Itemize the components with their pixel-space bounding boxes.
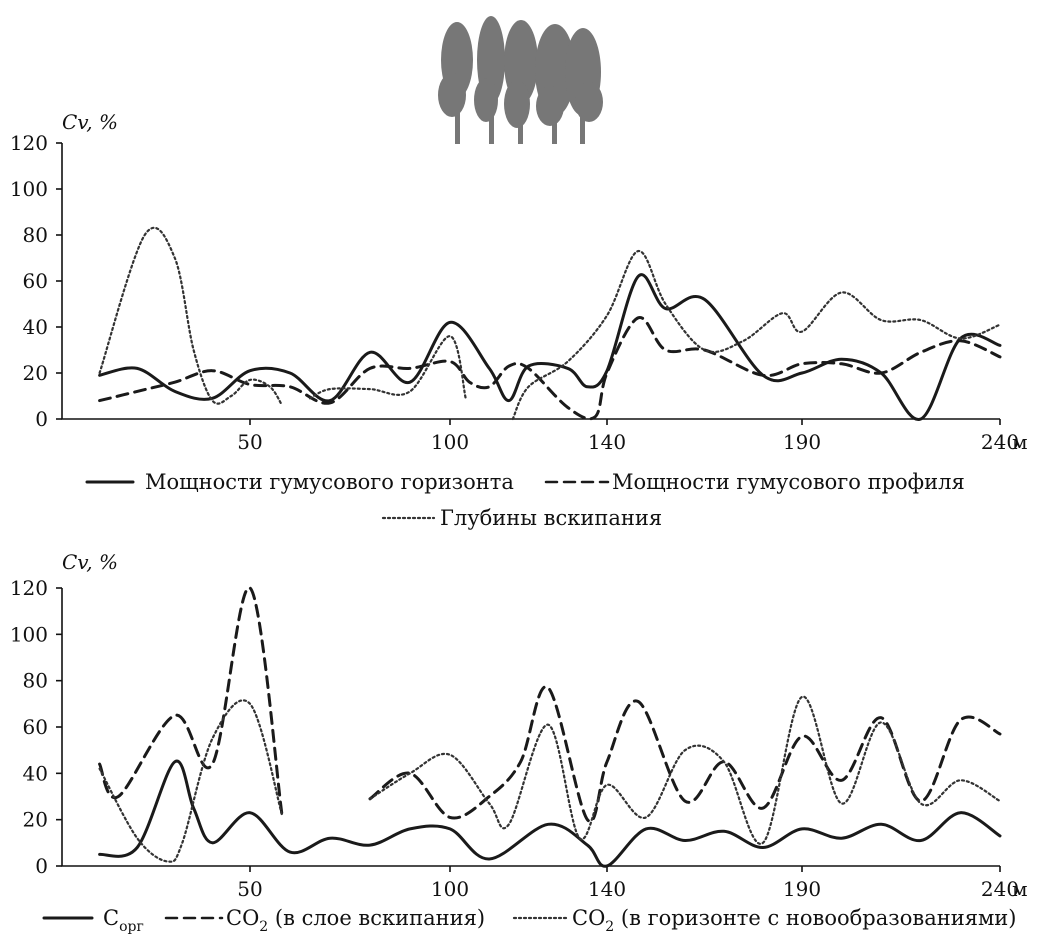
chart-1-x-ticks: 50 100 140 190 240 [237, 419, 1019, 454]
chart-1-series-dotted-line [511, 250, 1002, 421]
legend-1-item-3: Глубины вскипания [440, 506, 662, 530]
chart-1-series-dotted-line [308, 335, 467, 400]
chart-2-y-ticks: 0 20 40 60 80 100 120 [10, 576, 62, 878]
chart-1-y-unit: Cv, % [62, 110, 118, 134]
legend-2-item-3: CO2 (в горизонте с новообразованиями) [572, 906, 1016, 935]
legend-2-item-1: Cорг [103, 906, 144, 935]
chart-1-legend: Мощности гумусового горизонта Мощности г… [85, 470, 965, 530]
chart-2-series-solid-line [98, 759, 1002, 868]
y-tick-label: 0 [35, 854, 48, 878]
chart-2-y-unit: Cv, % [62, 550, 118, 574]
y-tick-label: 60 [23, 269, 48, 293]
chart-2-series-dashed-line [368, 685, 1002, 824]
x-tick-label: 190 [783, 430, 821, 454]
chart-1-axes [61, 143, 1000, 420]
chart-1-series [98, 226, 1002, 421]
chart-2-series-dotted-line [368, 695, 1002, 845]
y-tick-label: 80 [23, 669, 48, 693]
chart-2-series-dashed-line [98, 586, 284, 817]
x-tick-label: 100 [431, 430, 469, 454]
chart-1-series-dashed-line [98, 316, 1002, 421]
x-tick-label: 190 [783, 877, 821, 901]
chart-1-series-solid-line [98, 273, 1002, 421]
tree-cluster-icon [438, 16, 603, 144]
y-tick-label: 20 [23, 361, 48, 385]
x-tick-label: 240 [981, 430, 1019, 454]
x-tick-label: 140 [588, 877, 626, 901]
y-tick-label: 120 [10, 131, 48, 155]
x-tick-label: 140 [588, 430, 626, 454]
chart-1-y-ticks: 0 20 40 60 80 100 120 [10, 131, 62, 431]
chart-2: Cv, % 0 20 40 60 80 100 120 50 100 140 190 240 м [10, 550, 1028, 901]
legend-1-item-2: Мощности гумусового профиля [612, 470, 965, 494]
chart-1-series-dotted-line [98, 226, 284, 407]
x-tick-label: 240 [981, 877, 1019, 901]
y-tick-label: 20 [23, 808, 48, 832]
chart-2-legend: Cорг CO2 (в слое вскипания) CO2 (в гориз… [42, 906, 1016, 935]
chart-2-series [98, 586, 1002, 868]
chart-1: Cv, % 0 20 40 60 80 100 120 50 100 140 190 240 м [10, 110, 1028, 454]
legend-1-item-1: Мощности гумусового горизонта [145, 470, 514, 494]
x-tick-label: 50 [237, 430, 262, 454]
y-tick-label: 40 [23, 315, 48, 339]
chart-2-x-unit: м [1012, 877, 1028, 901]
y-tick-label: 0 [35, 407, 48, 431]
x-tick-label: 50 [237, 877, 262, 901]
y-tick-label: 120 [10, 576, 48, 600]
y-tick-label: 100 [10, 622, 48, 646]
chart-2-series-dotted-line [98, 699, 284, 863]
y-tick-label: 60 [23, 715, 48, 739]
chart-1-x-unit: м [1012, 430, 1028, 454]
y-tick-label: 80 [23, 223, 48, 247]
y-tick-label: 100 [10, 177, 48, 201]
legend-2-item-2: CO2 (в слое вскипания) [226, 906, 485, 935]
chart-2-x-ticks: 50 100 140 190 240 [237, 866, 1019, 901]
x-tick-label: 100 [431, 877, 469, 901]
y-tick-label: 40 [23, 761, 48, 785]
